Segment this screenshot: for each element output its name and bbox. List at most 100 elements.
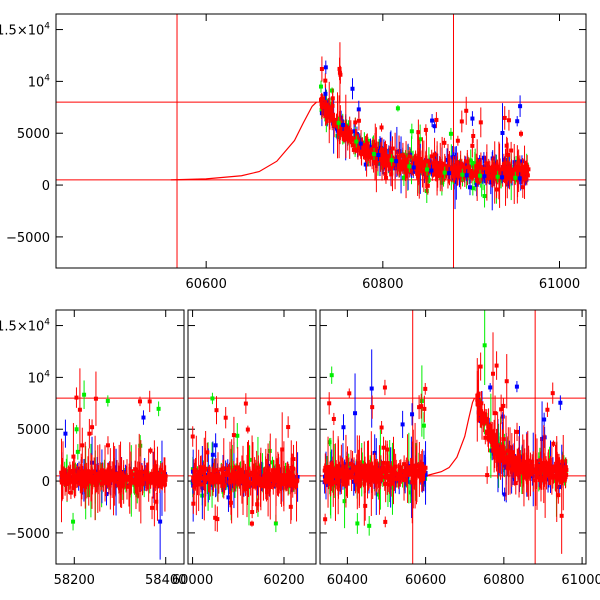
data-point — [515, 171, 520, 176]
data-point — [215, 517, 220, 522]
data-point — [330, 117, 335, 122]
data-point — [333, 121, 338, 126]
data-point — [511, 170, 516, 175]
data-point — [442, 140, 447, 145]
data-point — [404, 167, 409, 172]
data-point — [135, 477, 140, 482]
data-point — [203, 466, 208, 471]
data-point — [378, 157, 383, 162]
data-point — [336, 120, 341, 125]
data-point — [319, 67, 324, 72]
data-point — [105, 443, 110, 448]
data-point — [488, 424, 493, 429]
data-point — [158, 478, 163, 483]
data-point — [414, 472, 419, 477]
data-point — [148, 448, 153, 453]
data-point — [383, 519, 388, 524]
data-point — [354, 139, 359, 144]
data-point — [434, 117, 439, 122]
data-point — [451, 174, 456, 179]
data-point — [412, 473, 417, 478]
data-point — [474, 167, 479, 172]
data-point — [502, 451, 507, 456]
data-point — [382, 152, 387, 157]
data-point — [452, 171, 457, 176]
data-point — [379, 125, 384, 130]
data-point — [370, 154, 375, 159]
data-point — [155, 480, 160, 485]
y-tick-label: 104 — [28, 73, 51, 90]
data-point — [290, 476, 295, 481]
data-point — [505, 466, 510, 471]
data-point — [334, 117, 339, 122]
data-point — [530, 459, 535, 464]
data-point — [421, 423, 426, 428]
data-point — [338, 72, 343, 77]
data-point — [482, 166, 487, 171]
data-point — [353, 478, 358, 483]
data-point — [542, 417, 547, 422]
data-point — [229, 475, 234, 480]
y-tick-label: −5000 — [6, 231, 50, 246]
data-point — [319, 104, 324, 109]
data-point — [494, 363, 499, 368]
data-point — [158, 468, 163, 473]
data-point — [330, 103, 335, 108]
data-point — [106, 474, 111, 479]
data-point — [423, 386, 428, 391]
data-point — [417, 405, 422, 410]
data-point — [438, 160, 443, 165]
data-point — [433, 172, 438, 177]
data-point — [133, 481, 138, 486]
data-point — [363, 162, 368, 167]
data-point — [389, 468, 394, 473]
data-point — [524, 162, 529, 167]
data-point — [504, 455, 509, 460]
y-tick-label: 1.5×104 — [0, 22, 50, 39]
data-point — [208, 477, 213, 482]
data-point — [76, 471, 81, 476]
data-point — [277, 474, 282, 479]
data-point — [198, 482, 203, 487]
x-tick-label: 60200 — [263, 573, 304, 588]
data-point — [397, 475, 402, 480]
data-point — [196, 476, 201, 481]
data-point — [262, 473, 267, 478]
plot-area — [56, 14, 586, 268]
data-point — [464, 173, 469, 178]
data-point — [507, 167, 512, 172]
data-point — [455, 138, 460, 143]
data-point — [470, 160, 475, 165]
data-point — [396, 162, 401, 167]
data-point — [366, 463, 371, 468]
x-tick-label: 58400 — [145, 573, 186, 588]
data-point — [509, 175, 514, 180]
data-point — [455, 171, 460, 176]
data-point — [368, 466, 373, 471]
data-point — [352, 466, 357, 471]
data-point — [231, 433, 236, 438]
data-point — [250, 510, 255, 515]
y-tick-label: 1.5×104 — [0, 318, 50, 335]
data-point — [140, 481, 145, 486]
y-tick-label-exponent: 4 — [44, 73, 50, 83]
data-point — [342, 136, 347, 141]
data-point — [446, 166, 451, 171]
data-point — [426, 162, 431, 167]
data-point — [293, 484, 298, 489]
data-point — [420, 464, 425, 469]
data-point — [500, 414, 505, 419]
data-point — [382, 475, 387, 480]
data-point — [526, 167, 531, 172]
data-point — [492, 451, 497, 456]
data-point — [513, 461, 518, 466]
data-point — [483, 164, 488, 169]
data-point — [218, 479, 223, 484]
data-point — [378, 477, 383, 482]
data-point — [67, 473, 72, 478]
data-point — [162, 475, 167, 480]
data-point — [520, 185, 525, 190]
data-point — [335, 479, 340, 484]
data-point — [83, 482, 88, 487]
data-point — [360, 460, 365, 465]
